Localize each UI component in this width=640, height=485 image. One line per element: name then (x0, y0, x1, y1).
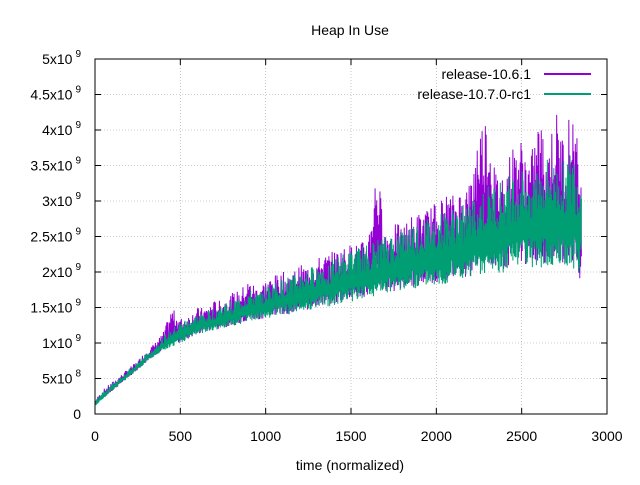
chart-title: Heap In Use (311, 22, 389, 38)
y-tick-label: 1x10 9 (42, 333, 81, 351)
y-tick-label: 4x10 9 (42, 120, 81, 138)
x-tick-label: 2000 (421, 428, 452, 444)
x-tick-label: 0 (91, 428, 99, 444)
legend: release-10.6.1 release-10.7.0-rc1 (417, 66, 591, 102)
legend-label-release-10-7-0-rc1: release-10.7.0-rc1 (417, 86, 531, 102)
y-tick-labels: 0 5x10 8 1x10 9 1.5x10 9 2x10 9 2.5x10 9 3x10 9 3.5x1… (30, 49, 81, 422)
y-tick-label: 3x10 9 (42, 191, 81, 209)
y-tick-label: 0 (73, 406, 81, 422)
ticks (94, 58, 608, 415)
x-tick-label: 2500 (506, 428, 537, 444)
y-tick-label: 5x10 9 (42, 49, 81, 67)
y-tick-label: 3.5x10 9 (30, 156, 81, 174)
series-layer (94, 114, 582, 406)
y-tick-label: 2.5x10 9 (30, 227, 81, 245)
x-tick-label: 500 (169, 428, 193, 444)
x-tick-label: 1000 (250, 428, 281, 444)
x-tick-label: 3000 (591, 428, 622, 444)
x-tick-labels: 0 500 1000 1500 2000 2500 3000 (91, 428, 623, 444)
legend-label-release-10-6-1: release-10.6.1 (441, 66, 531, 82)
y-tick-label: 5x10 8 (42, 369, 81, 387)
x-axis-title: time (normalized) (296, 457, 404, 473)
series-line-release-10-7-0-rc1 (94, 155, 582, 406)
y-tick-label: 1.5x10 9 (30, 298, 81, 316)
y-tick-label: 2x10 9 (42, 262, 81, 280)
x-tick-label: 1500 (335, 428, 366, 444)
y-tick-label: 4.5x10 9 (30, 85, 81, 103)
